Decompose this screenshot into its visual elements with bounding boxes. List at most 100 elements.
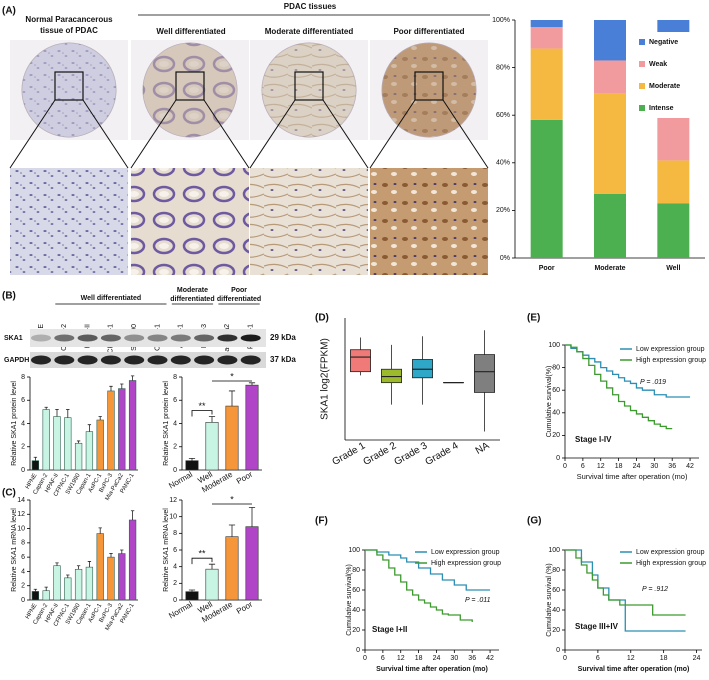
y-tick-label: 6 xyxy=(21,397,25,404)
error-bar xyxy=(87,561,92,568)
band xyxy=(217,355,238,365)
y-tick-label: 40% xyxy=(496,160,510,167)
y-axis-label: Cumulative survival(%) xyxy=(546,366,553,438)
tissue-core-texture xyxy=(382,43,476,137)
band xyxy=(31,334,51,342)
bar xyxy=(118,553,126,601)
y-tick-label: 8 xyxy=(173,530,177,537)
legend-swatch xyxy=(639,83,645,89)
zoom-line xyxy=(203,99,250,169)
error-bar xyxy=(66,409,70,418)
band xyxy=(147,334,168,342)
y-tick-label: 60 xyxy=(352,587,360,594)
bar xyxy=(53,565,61,601)
bar xyxy=(225,405,239,471)
column-label: tissue of PDAC xyxy=(40,26,98,35)
y-axis-label: SKA1 log2(FPKM) xyxy=(320,338,331,420)
x-tick-label: 6 xyxy=(381,655,385,662)
y-axis-label: Cumulative survival (%) xyxy=(546,563,553,637)
magnified-image xyxy=(250,168,368,275)
error-bar xyxy=(44,586,48,591)
column-label: Poor differentiated xyxy=(393,27,464,36)
band xyxy=(147,355,168,365)
y-tick-label: 40 xyxy=(552,410,560,417)
legend-label: Low expression group xyxy=(636,346,705,353)
survival-curve xyxy=(565,344,673,430)
error-bar xyxy=(66,574,70,578)
error-bar xyxy=(228,390,236,407)
group-label: differentiated xyxy=(170,296,214,303)
y-tick-label: 100% xyxy=(492,17,510,24)
y-tick-label: 0 xyxy=(173,467,177,474)
error-bar xyxy=(130,375,135,381)
zoom-line xyxy=(369,99,416,169)
zoom-line xyxy=(82,99,129,169)
x-tick-label: Grade 2 xyxy=(362,440,399,468)
y-tick-label: 8 xyxy=(21,374,25,381)
x-tick-label: 12 xyxy=(627,655,635,662)
error-bar xyxy=(109,385,113,391)
box xyxy=(412,359,433,379)
bar-segment xyxy=(594,20,626,61)
error-bar xyxy=(98,527,102,534)
legend-swatch xyxy=(639,39,645,45)
y-tick-label: 6 xyxy=(173,397,177,404)
y-tick-label: 20 xyxy=(552,627,560,634)
band xyxy=(194,355,215,365)
legend-label: Low expression group xyxy=(636,549,705,556)
y-tick-label: 0 xyxy=(356,647,360,654)
zoom-box xyxy=(294,71,324,101)
error-bar xyxy=(109,553,113,558)
error-bar xyxy=(248,382,256,386)
band-size: 37 kDa xyxy=(270,355,296,364)
x-tick-label: 18 xyxy=(615,463,623,470)
y-tick-label: 4 xyxy=(21,568,25,575)
x-tick-label: Grade 3 xyxy=(393,440,430,468)
bar xyxy=(128,380,137,471)
magnified-image xyxy=(10,168,128,275)
x-tick-label: 24 xyxy=(633,463,641,470)
x-axis-label: Survival time after operation (mo) xyxy=(376,666,488,673)
zoom-line xyxy=(130,99,177,169)
zoom-line xyxy=(442,99,489,169)
bar xyxy=(31,460,40,471)
bar xyxy=(74,442,83,471)
x-tick-label: 18 xyxy=(415,655,423,662)
column-label: Well differentiated xyxy=(156,27,225,36)
bar xyxy=(64,417,72,471)
x-tick-label: 36 xyxy=(468,655,476,662)
bar-segment xyxy=(530,48,563,120)
band xyxy=(217,334,238,342)
panel-label: (F) xyxy=(315,516,328,527)
legend-label: High expression group xyxy=(636,357,706,364)
magnified-image xyxy=(370,168,488,275)
p-value: P = .912 xyxy=(642,586,668,593)
bar xyxy=(96,419,104,471)
band xyxy=(31,355,51,365)
group-label: differentiated xyxy=(217,296,261,303)
bar xyxy=(42,590,50,601)
x-tick-label: Grade 4 xyxy=(424,440,461,468)
box xyxy=(350,349,371,373)
x-tick-label: 42 xyxy=(486,655,494,662)
error-bar xyxy=(87,424,92,432)
band xyxy=(100,334,121,342)
y-tick-label: 2 xyxy=(173,444,177,451)
legend-swatch xyxy=(639,105,645,111)
box xyxy=(381,368,402,384)
y-tick-label: 60 xyxy=(552,387,560,394)
band xyxy=(240,334,261,342)
zoom-box xyxy=(54,71,84,101)
bar xyxy=(42,409,50,471)
y-tick-label: 0 xyxy=(21,467,25,474)
x-tick-label: Poor xyxy=(235,600,254,616)
bar-segment xyxy=(657,203,690,258)
y-tick-label: 6 xyxy=(21,554,25,561)
error-bar xyxy=(188,589,196,592)
legend-label: Negative xyxy=(649,39,678,46)
legend-box xyxy=(635,32,697,118)
error-bar xyxy=(120,383,124,389)
significance-bracket xyxy=(191,557,213,565)
bar-segment xyxy=(530,27,563,49)
